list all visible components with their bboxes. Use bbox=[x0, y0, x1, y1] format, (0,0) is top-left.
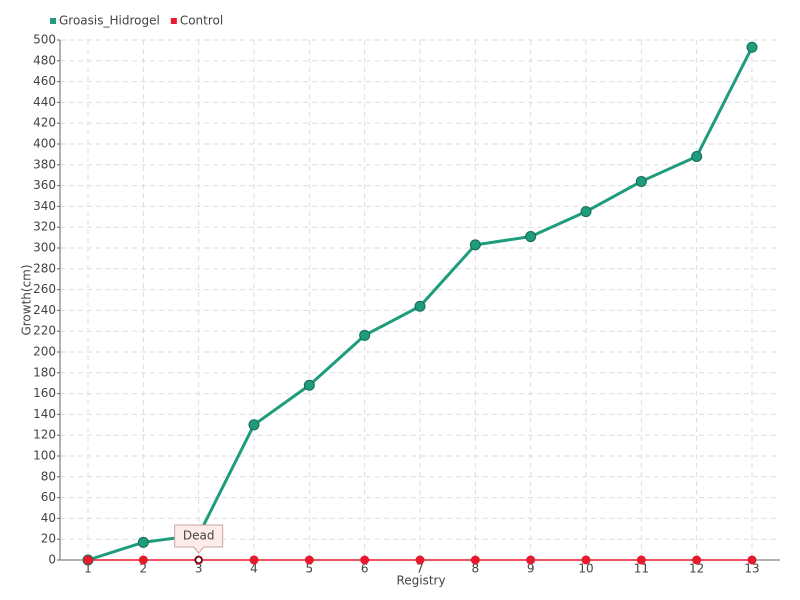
x-tick-label: 1 bbox=[84, 562, 92, 576]
y-tick-label: 480 bbox=[33, 53, 56, 67]
y-tick-label: 460 bbox=[33, 74, 56, 88]
y-tick-label: 420 bbox=[33, 116, 56, 130]
legend-swatch bbox=[50, 18, 56, 24]
y-tick-label: 140 bbox=[33, 407, 56, 421]
data-point bbox=[581, 555, 591, 565]
y-tick-label: 380 bbox=[33, 157, 56, 171]
x-tick-label: 13 bbox=[744, 562, 759, 576]
data-point bbox=[746, 41, 758, 53]
legend-label: Groasis_Hidrogel bbox=[59, 14, 160, 28]
annotation-text: Dead bbox=[183, 529, 215, 543]
data-point bbox=[636, 555, 646, 565]
data-point bbox=[470, 555, 480, 565]
y-tick-label: 180 bbox=[33, 365, 56, 379]
y-tick-label: 0 bbox=[48, 553, 56, 567]
data-point bbox=[83, 555, 93, 565]
x-tick-label: 6 bbox=[361, 562, 369, 576]
data-point bbox=[415, 555, 425, 565]
y-tick-label: 400 bbox=[33, 137, 56, 151]
x-tick-label: 8 bbox=[472, 562, 480, 576]
y-tick-label: 40 bbox=[41, 511, 56, 525]
data-point bbox=[580, 206, 592, 218]
data-point bbox=[359, 329, 371, 341]
x-tick-label: 2 bbox=[140, 562, 148, 576]
data-point bbox=[248, 419, 260, 431]
y-tick-label: 160 bbox=[33, 386, 56, 400]
x-tick-label: 12 bbox=[689, 562, 704, 576]
y-tick-label: 340 bbox=[33, 199, 56, 213]
x-tick-label: 11 bbox=[634, 562, 649, 576]
x-tick-label: 7 bbox=[416, 562, 424, 576]
data-point bbox=[137, 536, 149, 548]
x-axis-label: Registry bbox=[396, 574, 445, 588]
y-tick-label: 80 bbox=[41, 469, 56, 483]
y-tick-label: 260 bbox=[33, 282, 56, 296]
y-tick-label: 500 bbox=[33, 33, 56, 47]
data-point bbox=[360, 555, 370, 565]
data-point bbox=[692, 555, 702, 565]
y-tick-label: 440 bbox=[33, 95, 56, 109]
y-tick-label: 240 bbox=[33, 303, 56, 317]
y-tick-label: 300 bbox=[33, 241, 56, 255]
legend-label: Control bbox=[180, 14, 223, 28]
x-tick-label: 5 bbox=[306, 562, 314, 576]
x-tick-label: 4 bbox=[250, 562, 258, 576]
x-tick-label: 9 bbox=[527, 562, 535, 576]
data-point bbox=[303, 379, 315, 391]
y-tick-label: 200 bbox=[33, 345, 56, 359]
data-point bbox=[469, 239, 481, 251]
data-point bbox=[304, 555, 314, 565]
x-tick-label: 10 bbox=[578, 562, 593, 576]
legend-swatch bbox=[170, 18, 177, 24]
data-point bbox=[414, 300, 426, 312]
y-tick-label: 320 bbox=[33, 220, 56, 234]
data-point bbox=[138, 555, 148, 565]
annotation-box bbox=[174, 524, 224, 554]
data-point bbox=[525, 231, 537, 243]
data-point bbox=[635, 175, 647, 187]
data-point bbox=[526, 555, 536, 565]
annotation-point bbox=[195, 556, 203, 564]
y-tick-label: 360 bbox=[33, 178, 56, 192]
data-point bbox=[747, 555, 757, 565]
y-tick-label: 20 bbox=[41, 532, 56, 546]
data-point bbox=[691, 150, 703, 162]
y-tick-label: 60 bbox=[41, 490, 56, 504]
data-point bbox=[249, 555, 259, 565]
y-tick-label: 120 bbox=[33, 428, 56, 442]
y-tick-label: 100 bbox=[33, 449, 56, 463]
y-axis-label: Growth(cm) bbox=[20, 264, 34, 335]
y-tick-label: 280 bbox=[33, 261, 56, 275]
y-tick-label: 220 bbox=[33, 324, 56, 338]
x-tick-label: 3 bbox=[195, 562, 203, 576]
